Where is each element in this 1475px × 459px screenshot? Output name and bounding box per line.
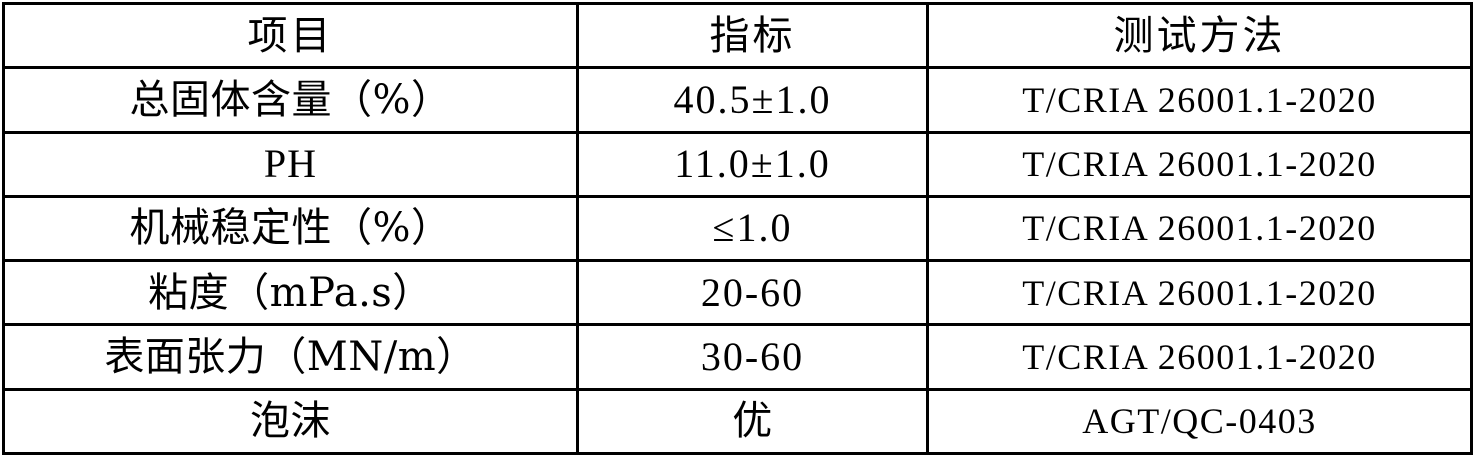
cell-method: T/CRIA 26001.1-2020 (926, 323, 1473, 391)
cell-index: 40.5±1.0 (576, 66, 929, 134)
cell-item: 泡沫 (2, 387, 579, 455)
cell-item: 表面张力（MN/m） (2, 323, 579, 391)
cell-item: 粘度（mPa.s） (2, 259, 579, 327)
table-row: 泡沫 优 AGT/QC-0403 (2, 387, 1473, 455)
table-row: 表面张力（MN/m） 30-60 T/CRIA 26001.1-2020 (2, 323, 1473, 391)
cell-index: 20-60 (576, 259, 929, 327)
column-header-index: 指标 (576, 1, 929, 70)
cell-index: 优 (576, 387, 929, 455)
cell-method: T/CRIA 26001.1-2020 (926, 130, 1473, 198)
table-header: 项目 指标 测试方法 (2, 1, 1473, 70)
cell-item: PH (2, 130, 579, 198)
column-header-item: 项目 (2, 1, 579, 70)
cell-index: 30-60 (576, 323, 929, 391)
cell-item: 机械稳定性（%） (2, 194, 579, 263)
cell-item: 总固体含量（%） (2, 66, 579, 134)
table-row: 总固体含量（%） 40.5±1.0 T/CRIA 26001.1-2020 (2, 66, 1473, 134)
table-row: 粘度（mPa.s） 20-60 T/CRIA 26001.1-2020 (2, 259, 1473, 327)
cell-method: T/CRIA 26001.1-2020 (926, 259, 1473, 327)
table-row: PH 11.0±1.0 T/CRIA 26001.1-2020 (2, 130, 1473, 198)
column-header-method: 测试方法 (926, 1, 1473, 70)
cell-index: 11.0±1.0 (576, 130, 929, 198)
table-header-row: 项目 指标 测试方法 (2, 1, 1473, 70)
cell-index: ≤1.0 (576, 194, 929, 263)
table-row: 机械稳定性（%） ≤1.0 T/CRIA 26001.1-2020 (2, 194, 1473, 263)
cell-method: AGT/QC-0403 (926, 387, 1473, 455)
cell-method: T/CRIA 26001.1-2020 (926, 66, 1473, 134)
table-body: 总固体含量（%） 40.5±1.0 T/CRIA 26001.1-2020 PH… (2, 66, 1473, 455)
cell-method: T/CRIA 26001.1-2020 (926, 194, 1473, 263)
